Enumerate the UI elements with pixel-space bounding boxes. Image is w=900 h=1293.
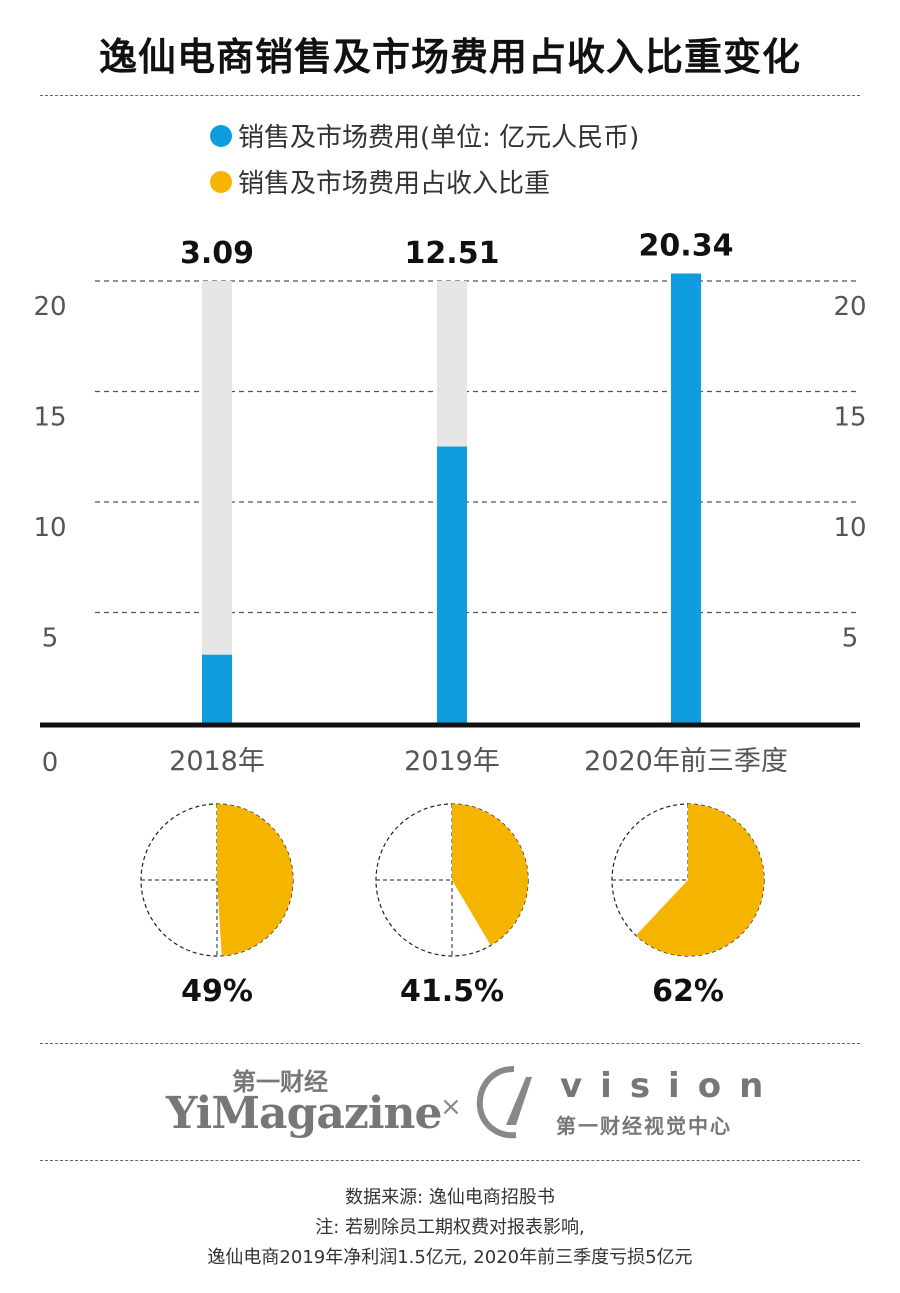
- pie-percent-label: 41.5%: [400, 974, 504, 1009]
- bar-value-label: 12.51: [405, 236, 500, 271]
- x-category-label: 2019年: [404, 746, 500, 777]
- y-tick-label-right: 5: [842, 624, 859, 654]
- x-category-label: 2020年前三季度: [584, 746, 788, 777]
- bar: [202, 654, 232, 723]
- bar-chart: 0 5 5 10 10 15 15 20 20 3.09 2018年 12.51 2019年 20.34 2…: [33, 228, 866, 778]
- brand-yimagazine-logo: YiMagazine: [166, 1088, 443, 1139]
- y-tick-label-right: 10: [833, 513, 866, 543]
- brand-times-sign: ×: [440, 1092, 462, 1122]
- bar: [437, 446, 467, 723]
- chart-title: 逸仙电商销售及市场费用占收入比重变化: [98, 35, 801, 79]
- y-tick-label-left: 15: [33, 403, 66, 433]
- bar-value-label: 20.34: [639, 228, 734, 263]
- divider-mid: [40, 1043, 860, 1044]
- pie-charts: 49% 41.5% 62%: [140, 803, 765, 1009]
- y-tick-label-left: 20: [33, 292, 66, 322]
- brand-vision-word: vision: [560, 1066, 782, 1106]
- legend-label-ratio: 销售及市场费用占收入比重: [238, 169, 551, 199]
- vision-logo-icon: [476, 1066, 532, 1139]
- x-category-label: 2018年: [169, 746, 265, 777]
- y-tick-label-right: 20: [833, 292, 866, 322]
- bar-background: [202, 281, 232, 723]
- legend-dot-yellow: [210, 170, 232, 193]
- divider-bottom: [40, 1160, 860, 1161]
- footer-source: 数据来源: 逸仙电商招股书: [345, 1187, 555, 1208]
- y-tick-label-left: 0: [42, 748, 59, 778]
- legend-item-ratio: 销售及市场费用占收入比重: [210, 163, 550, 200]
- y-tick-label-left: 10: [33, 513, 66, 543]
- bar: [671, 273, 701, 723]
- y-tick-label-left: 5: [42, 624, 59, 654]
- y-tick-label-right: 15: [833, 403, 866, 433]
- pie-slice: [217, 804, 293, 956]
- pie-slice: [635, 804, 764, 956]
- bar-value-label: 3.09: [180, 236, 254, 271]
- brand-cn-name: 第一财经: [232, 1068, 328, 1096]
- pie-slice: [452, 804, 529, 946]
- footer-note-2: 逸仙电商2019年净利润1.5亿元, 2020年前三季度亏损5亿元: [207, 1247, 693, 1268]
- pie-percent-label: 49%: [181, 974, 253, 1009]
- footer-note-1: 注: 若剔除员工期权费对报表影响,: [315, 1217, 585, 1238]
- legend-item-expense: 销售及市场费用(单位: 亿元人民币): [210, 117, 639, 154]
- divider-top: [40, 95, 860, 96]
- legend-label-expense: 销售及市场费用(单位: 亿元人民币): [238, 123, 640, 153]
- brand-vision-sub: 第一财经视觉中心: [556, 1114, 732, 1138]
- legend-dot-blue: [210, 124, 232, 147]
- pie-percent-label: 62%: [652, 974, 724, 1009]
